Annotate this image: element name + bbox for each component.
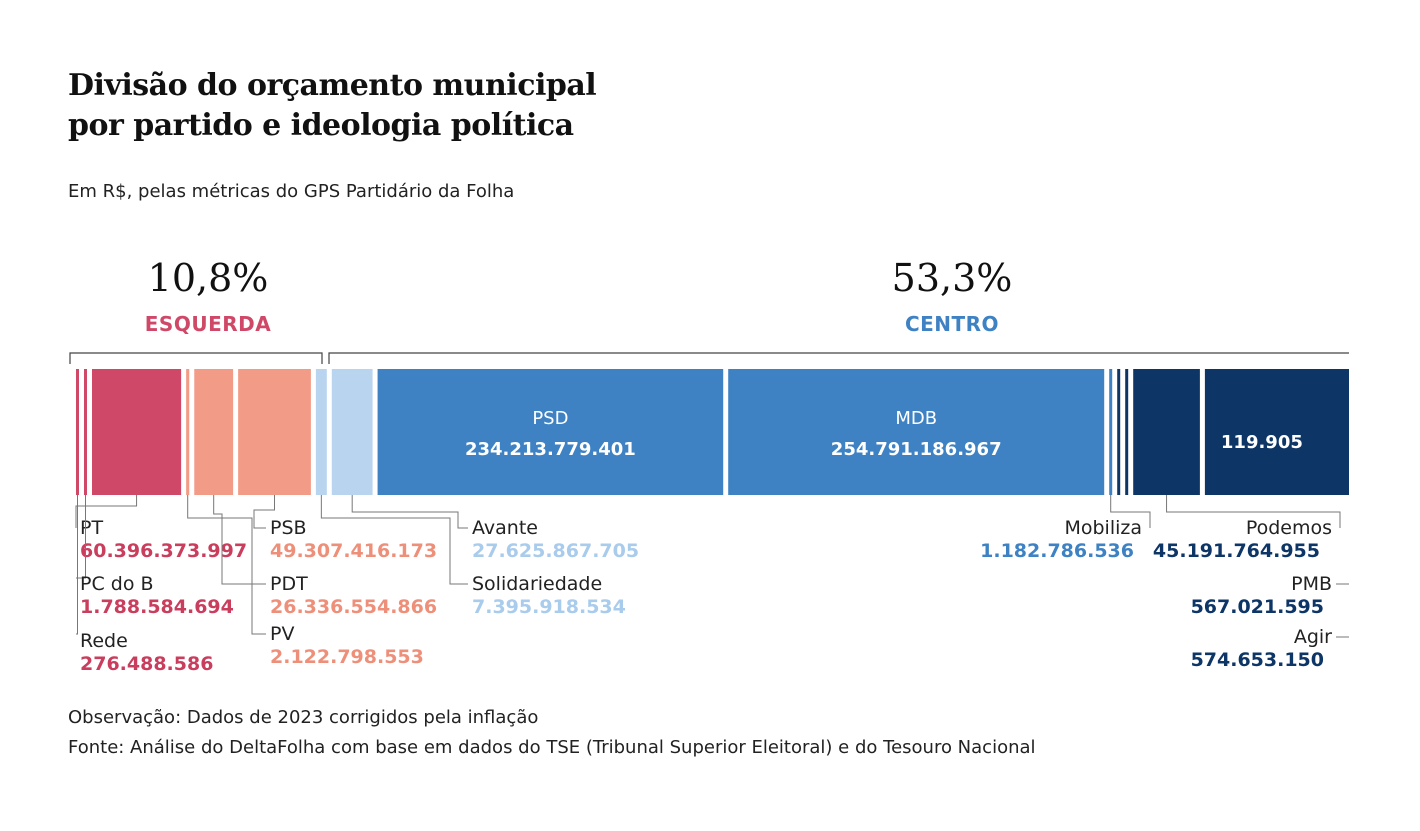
- label-mobiliza: Mobiliza: [1064, 517, 1142, 539]
- value-psb: 49.307.416.173: [270, 540, 437, 562]
- chart-title-line: Divisão do orçamento municipal: [68, 68, 597, 103]
- bracket-centro: [328, 352, 1349, 364]
- bar-psb: [238, 369, 311, 495]
- bar-value-truncated: 119.905: [1221, 432, 1303, 453]
- bar-value-mdb: 254.791.186.967: [831, 439, 1002, 460]
- bar-value-psd: 234.213.779.401: [465, 439, 636, 460]
- value-avante: 27.625.867.705: [472, 540, 639, 562]
- bracket-esquerda: [69, 352, 323, 364]
- value-pmb: 567.021.595: [1191, 596, 1324, 618]
- value-podemos: 45.191.764.955: [1153, 540, 1320, 562]
- leader-pc-do-b: [76, 495, 86, 579]
- value-solidariedade: 7.395.918.534: [472, 596, 626, 618]
- group-esquerda-percent: 10,8%: [147, 256, 269, 300]
- label-avante: Avante: [472, 517, 538, 539]
- bar-pt: [92, 369, 182, 495]
- group-centro-label: CENTRO: [904, 312, 1000, 336]
- bar-pc-do-b: [84, 369, 87, 495]
- leader-solidariedade: [320, 495, 468, 585]
- leader-pt: [75, 495, 138, 528]
- label-pc-do-b: PC do B: [80, 573, 154, 595]
- leader-avante: [351, 495, 468, 529]
- value-agir: 574.653.150: [1191, 649, 1324, 671]
- leader-pdt: [213, 495, 266, 585]
- bar-pv: [186, 369, 190, 495]
- label-psb: PSB: [270, 517, 307, 539]
- leader-psb: [253, 495, 276, 529]
- bar-rede: [76, 369, 79, 495]
- leader-pv: [187, 495, 266, 635]
- label-pmb: PMB: [1291, 573, 1332, 595]
- value-rede: 276.488.586: [80, 653, 213, 675]
- bar-psd: [377, 369, 724, 495]
- bar-agir: [1117, 369, 1121, 495]
- label-podemos: Podemos: [1246, 517, 1332, 539]
- label-pdt: PDT: [270, 573, 308, 595]
- bars-group: [76, 369, 1349, 495]
- bar-unnamed: [1204, 369, 1349, 495]
- leader-podemos: [1166, 495, 1341, 528]
- value-pv: 2.122.798.553: [270, 646, 424, 668]
- leader-rede: [76, 495, 78, 635]
- bar-mobiliza: [1109, 369, 1113, 495]
- label-pv: PV: [270, 623, 294, 645]
- bar-avante: [331, 369, 373, 495]
- leader-mobiliza: [1110, 495, 1151, 528]
- bar-name-psd: PSD: [532, 408, 568, 429]
- bar-solidariedade: [315, 369, 327, 495]
- value-pdt: 26.336.554.866: [270, 596, 437, 618]
- group-centro-percent: 53,3%: [891, 256, 1013, 300]
- value-mobiliza: 1.182.786.536: [980, 540, 1134, 562]
- note-fonte: Fonte: Análise do DeltaFolha com base em…: [68, 737, 1036, 758]
- chart-title: Divisão do orçamento municipal por parti…: [68, 66, 597, 146]
- bar-name-mdb: MDB: [895, 408, 937, 429]
- label-solidariedade: Solidariedade: [472, 573, 602, 595]
- chart-subtitle: Em R$, pelas métricas do GPS Partidário …: [68, 181, 515, 202]
- bar-pmb: [1125, 369, 1129, 495]
- value-pc-do-b: 1.788.584.694: [80, 596, 234, 618]
- label-pt: PT: [80, 517, 103, 539]
- chart-title-line: por partido e ideologia política: [68, 108, 574, 143]
- label-rede: Rede: [80, 630, 128, 652]
- bar-pdt: [194, 369, 234, 495]
- bar-podemos: [1133, 369, 1200, 495]
- label-agir: Agir: [1294, 626, 1332, 648]
- value-pt: 60.396.373.997: [80, 540, 247, 562]
- note-observacao: Observação: Dados de 2023 corrigidos pel…: [68, 707, 539, 728]
- group-esquerda-label: ESQUERDA: [144, 312, 272, 336]
- bar-mdb: [728, 369, 1105, 495]
